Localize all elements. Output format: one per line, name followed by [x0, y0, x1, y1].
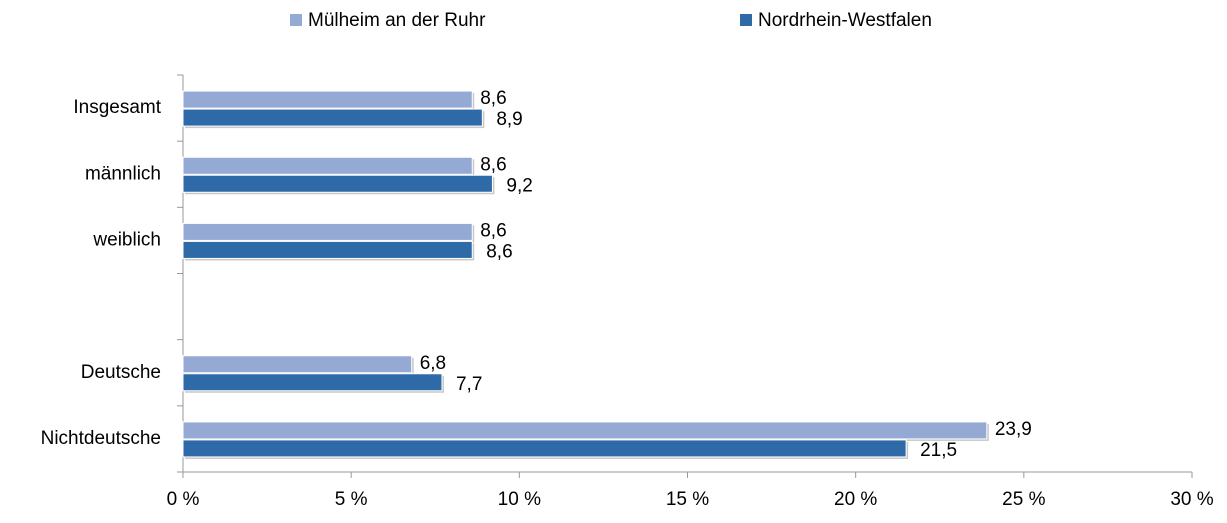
- value-label: 8,9: [496, 109, 522, 130]
- x-tick-label: 0 %: [167, 489, 200, 510]
- x-tick-label: 30 %: [1170, 489, 1213, 510]
- x-tick-label: 20 %: [834, 489, 877, 510]
- y-tick-label: Insgesamt: [73, 97, 161, 118]
- value-label: 8,6: [486, 241, 512, 262]
- value-label: 8,6: [480, 154, 506, 175]
- value-label: 6,8: [420, 353, 446, 374]
- value-label: 21,5: [920, 440, 957, 461]
- legend-label: Nordrhein-Westfalen: [758, 10, 932, 31]
- bar: [182, 222, 473, 241]
- x-tick-label: 15 %: [666, 489, 709, 510]
- bar: [182, 240, 473, 259]
- value-label: 7,7: [456, 374, 482, 395]
- y-tick-label: männlich: [85, 163, 161, 184]
- legend-swatch: [740, 14, 752, 26]
- bar: [182, 439, 907, 458]
- value-label: 9,2: [506, 175, 532, 196]
- y-tick-label: Deutsche: [81, 362, 161, 383]
- bar: [182, 373, 443, 392]
- y-tick-label: Nichtdeutsche: [41, 428, 161, 449]
- bar: [182, 174, 493, 193]
- x-tick-label: 5 %: [335, 489, 368, 510]
- x-tick-label: 10 %: [498, 489, 541, 510]
- value-label: 8,6: [480, 88, 506, 109]
- value-label: 8,6: [480, 220, 506, 241]
- bar: [182, 90, 473, 109]
- value-label: 23,9: [995, 419, 1032, 440]
- x-tick-label: 25 %: [1002, 489, 1045, 510]
- legend-swatch: [290, 14, 302, 26]
- legend-label: Mülheim an der Ruhr: [308, 10, 486, 31]
- y-tick-label: weiblich: [92, 229, 161, 250]
- bar: [182, 355, 413, 374]
- bar: [182, 421, 988, 440]
- bar: [182, 108, 483, 127]
- bar: [182, 156, 473, 175]
